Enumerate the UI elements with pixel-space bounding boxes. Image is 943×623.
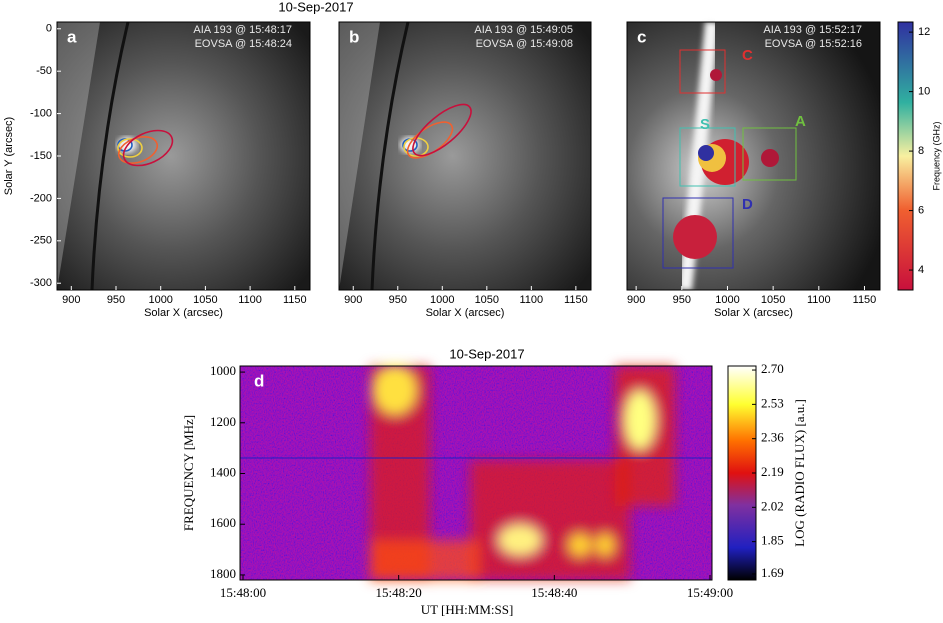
x-tick-label: 900 bbox=[62, 294, 80, 306]
annotation: AIA 193 @ 15:48:17 bbox=[193, 24, 292, 36]
x-axis-label: Solar X (arcsec) bbox=[426, 307, 505, 319]
colorbar-frame bbox=[897, 21, 914, 291]
colorbar-tick-label: 2.19 bbox=[761, 464, 784, 479]
y-tick-label: -100 bbox=[30, 108, 52, 120]
x-tick-label: 1100 bbox=[520, 294, 544, 306]
x-tick-label: 900 bbox=[344, 294, 362, 306]
x-axis-label: Solar X (arcsec) bbox=[144, 307, 223, 319]
annotation: EOVSA @ 15:52:16 bbox=[765, 38, 862, 50]
region-label: A bbox=[795, 113, 806, 130]
y-axis-label: Solar Y (arcsec) bbox=[3, 117, 15, 195]
colorbar-tick-label: 10 bbox=[918, 86, 930, 98]
y-tick-label: 1800 bbox=[210, 566, 236, 581]
x-tick-label: 15:49:00 bbox=[687, 585, 733, 600]
colorbar-tick-label: 12 bbox=[918, 26, 930, 38]
y-tick-label: 1000 bbox=[210, 363, 236, 378]
x-axis-label: UT [HH:MM:SS] bbox=[421, 602, 514, 617]
annotation: AIA 193 @ 15:49:05 bbox=[474, 24, 573, 36]
colorbar-tick-label: 1.85 bbox=[761, 533, 784, 548]
region-label: D bbox=[742, 196, 753, 213]
plot-frame bbox=[239, 365, 713, 581]
x-axis-label: Solar X (arcsec) bbox=[714, 307, 793, 319]
y-tick-label: 1400 bbox=[210, 464, 236, 479]
y-axis-label: FREQUENCY [MHz] bbox=[181, 415, 196, 531]
y-tick-label: -150 bbox=[30, 150, 52, 162]
y-tick-label: 1200 bbox=[210, 414, 236, 429]
panel-label: a bbox=[67, 27, 77, 46]
x-tick-label: 1050 bbox=[193, 294, 217, 306]
panel-a-image bbox=[57, 21, 310, 291]
colorbar-tick-label: 2.36 bbox=[761, 430, 784, 445]
x-tick-label: 1000 bbox=[715, 294, 739, 306]
x-tick-label: 1100 bbox=[238, 294, 262, 306]
y-tick-label: 1600 bbox=[210, 515, 236, 530]
y-tick-label: -300 bbox=[30, 277, 52, 289]
colorbar-label: Frequency (GHz) bbox=[931, 121, 941, 190]
chart-title: 10-Sep-2017 bbox=[278, 0, 353, 14]
region-label: C bbox=[742, 47, 753, 64]
x-tick-label: 950 bbox=[389, 294, 407, 306]
panel-label: b bbox=[349, 27, 359, 46]
x-tick-label: 950 bbox=[673, 294, 691, 306]
chart-title: 10-Sep-2017 bbox=[449, 346, 524, 361]
colorbar-c bbox=[898, 22, 913, 290]
panel-label: c bbox=[637, 27, 646, 46]
region-label: S bbox=[700, 116, 710, 133]
x-tick-label: 950 bbox=[107, 294, 125, 306]
panel-label: d bbox=[254, 371, 264, 390]
x-tick-label: 15:48:00 bbox=[220, 585, 266, 600]
y-tick-label: -250 bbox=[30, 235, 52, 247]
x-tick-label: 1150 bbox=[283, 294, 307, 306]
x-tick-label: 1050 bbox=[761, 294, 785, 306]
annotation: AIA 193 @ 15:52:17 bbox=[763, 24, 862, 36]
colorbar-tick-label: 1.69 bbox=[761, 565, 784, 580]
panel-c-image bbox=[627, 21, 880, 291]
x-tick-label: 1150 bbox=[564, 294, 588, 306]
colorbar-tick-label: 4 bbox=[918, 264, 924, 276]
x-tick-label: 900 bbox=[627, 294, 645, 306]
x-tick-label: 1050 bbox=[475, 294, 499, 306]
colorbar-tick-label: 2.02 bbox=[761, 498, 784, 513]
colorbar-tick-label: 2.53 bbox=[761, 395, 784, 410]
colorbar-label: LOG (RADIO FLUX) [a.u.] bbox=[792, 399, 807, 547]
colorbar-d bbox=[728, 366, 756, 580]
plot-frame bbox=[338, 21, 592, 291]
x-tick-label: 15:48:40 bbox=[531, 585, 577, 600]
plot-frame bbox=[626, 21, 881, 291]
colorbar-tick-label: 2.70 bbox=[761, 361, 784, 376]
annotation: EOVSA @ 15:49:08 bbox=[476, 38, 573, 50]
colorbar-tick-label: 6 bbox=[918, 204, 924, 216]
y-tick-label: -50 bbox=[36, 65, 52, 77]
panel-b-image bbox=[339, 21, 591, 291]
panel-d-image bbox=[240, 365, 712, 580]
colorbar-tick-label: 8 bbox=[918, 145, 924, 157]
x-tick-label: 15:48:20 bbox=[376, 585, 422, 600]
x-tick-label: 1000 bbox=[430, 294, 454, 306]
y-tick-label: 0 bbox=[46, 23, 52, 35]
x-tick-label: 1000 bbox=[148, 294, 172, 306]
annotation: EOVSA @ 15:48:24 bbox=[195, 38, 292, 50]
x-tick-label: 1150 bbox=[853, 294, 877, 306]
y-tick-label: -200 bbox=[30, 192, 52, 204]
x-tick-label: 1100 bbox=[807, 294, 831, 306]
